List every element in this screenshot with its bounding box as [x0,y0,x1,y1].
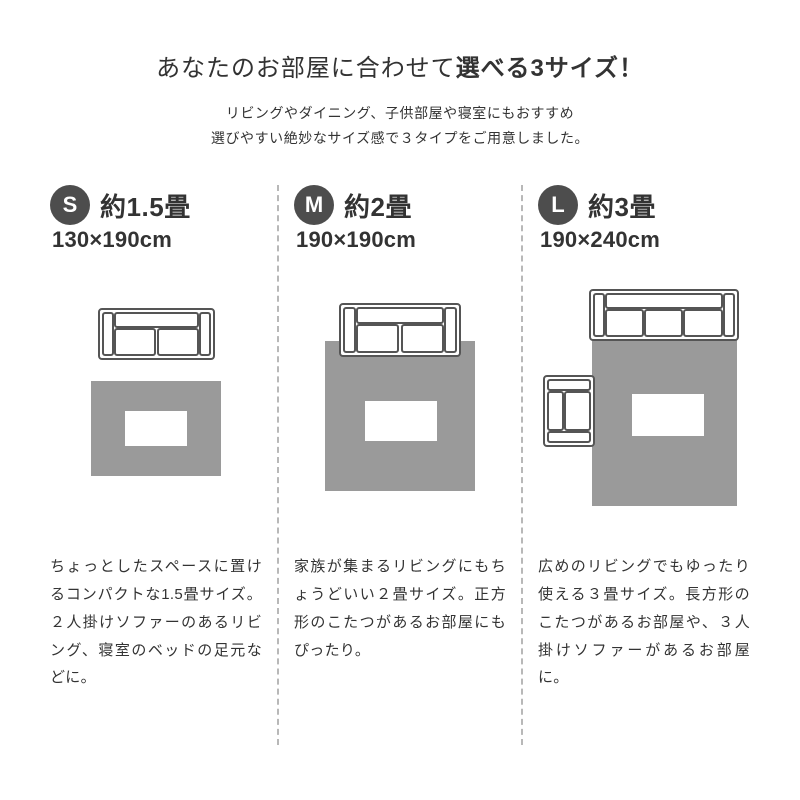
size-tatami: 約2畳 [344,187,412,224]
size-illustration [294,271,506,531]
size-tatami: 約1.5畳 [100,187,191,224]
size-badge: L [538,185,578,225]
subtitle-line-1: リビングやダイニング、子供部屋や寝室にもおすすめ [226,105,574,121]
size-header: L 約3畳 [538,185,750,225]
subtitle: リビングやダイニング、子供部屋や寝室にもおすすめ 選びやすい絶妙なサイズ感で３タ… [50,101,750,151]
size-dimensions: 130×190cm [52,227,262,253]
size-description: ちょっとしたスペースに置けるコンパクトな1.5畳サイズ。２人掛けソファーのあるリ… [50,553,262,692]
size-dimensions: 190×190cm [296,227,506,253]
headline-bold: 選べる3サイズ！ [456,55,644,82]
size-badge: M [294,185,334,225]
size-description: 家族が集まるリビングにもちょうどいい２畳サイズ。正方形のこたつがあるお部屋にもぴ… [294,553,506,664]
size-illustration [50,271,262,531]
size-columns: S 約1.5畳 130×190cm ちょっとしたスペース [50,185,750,745]
size-description: 広めのリビングでもゆったり使える３畳サイズ。長方形のこたつがあるお部屋や、３人掛… [538,553,750,692]
subtitle-line-2: 選びやすい絶妙なサイズ感で３タイプをご用意しました。 [211,130,589,146]
column-divider [521,185,523,745]
headline-prefix: あなたのお部屋に合わせて [156,55,456,82]
size-tatami: 約3畳 [588,187,656,224]
size-header: M 約2畳 [294,185,506,225]
size-illustration [538,271,750,531]
column-divider [277,185,279,745]
size-column-m: M 約2畳 190×190cm 家族が集まるリビングにも [294,185,506,745]
size-badge: S [50,185,90,225]
size-column-l: L 約3畳 190×240cm [538,185,750,745]
headline: あなたのお部屋に合わせて選べる3サイズ！ [50,48,750,83]
size-dimensions: 190×240cm [540,227,750,253]
size-column-s: S 約1.5畳 130×190cm ちょっとしたスペース [50,185,262,745]
size-header: S 約1.5畳 [50,185,262,225]
